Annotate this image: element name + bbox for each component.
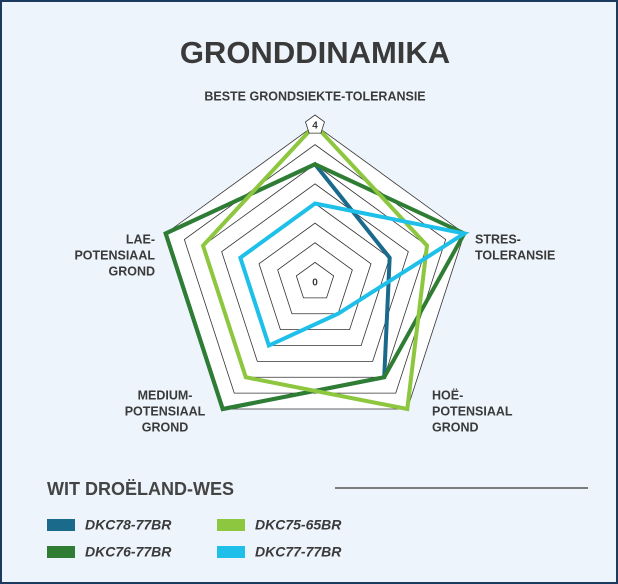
series-line [237, 201, 470, 349]
grid-ring [165, 124, 465, 410]
axis-label: BESTE GRONDSIEKTE-TOLERANSIE [204, 89, 425, 103]
axis-label: POTENSIAAL [432, 404, 513, 418]
r-tick-label: 4 [312, 121, 318, 132]
axis-label: GROND [108, 264, 155, 278]
axis-label: LAE- [126, 232, 155, 246]
axis-label: TOLERANSIE [475, 248, 555, 262]
r-tick-label: 0 [312, 278, 318, 289]
legend-swatch [47, 546, 75, 558]
series-line [200, 122, 430, 412]
axis-label: GROND [432, 420, 479, 434]
legend-swatch [217, 546, 245, 558]
grid-ring [295, 261, 335, 299]
legend-label: DKC76-77BR [85, 544, 172, 560]
legend-label: DKC78-77BR [85, 517, 172, 533]
axis-label: POTENSIAAL [74, 248, 155, 262]
axis-label: STRES- [475, 232, 521, 246]
grid-ring [277, 242, 353, 315]
axis-label: POTENSIAAL [125, 404, 206, 418]
legend-swatch [217, 519, 245, 531]
tick-badge [305, 114, 325, 134]
legend-label: DKC75-65BR [255, 517, 342, 533]
legend-label: DKC77-77BR [255, 544, 342, 560]
legend-swatch [47, 519, 75, 531]
grid-ring [202, 163, 428, 378]
grid-ring [221, 183, 409, 362]
legend-title: WIT DROËLAND-WES [47, 479, 234, 499]
axis-label: HOË- [432, 387, 463, 402]
axis-label: GROND [142, 420, 189, 434]
grid-ring [258, 222, 372, 331]
axis-label: MEDIUM- [138, 388, 193, 402]
series-line [163, 162, 468, 412]
chart-title: GRONDDINAMIKA [180, 35, 450, 70]
